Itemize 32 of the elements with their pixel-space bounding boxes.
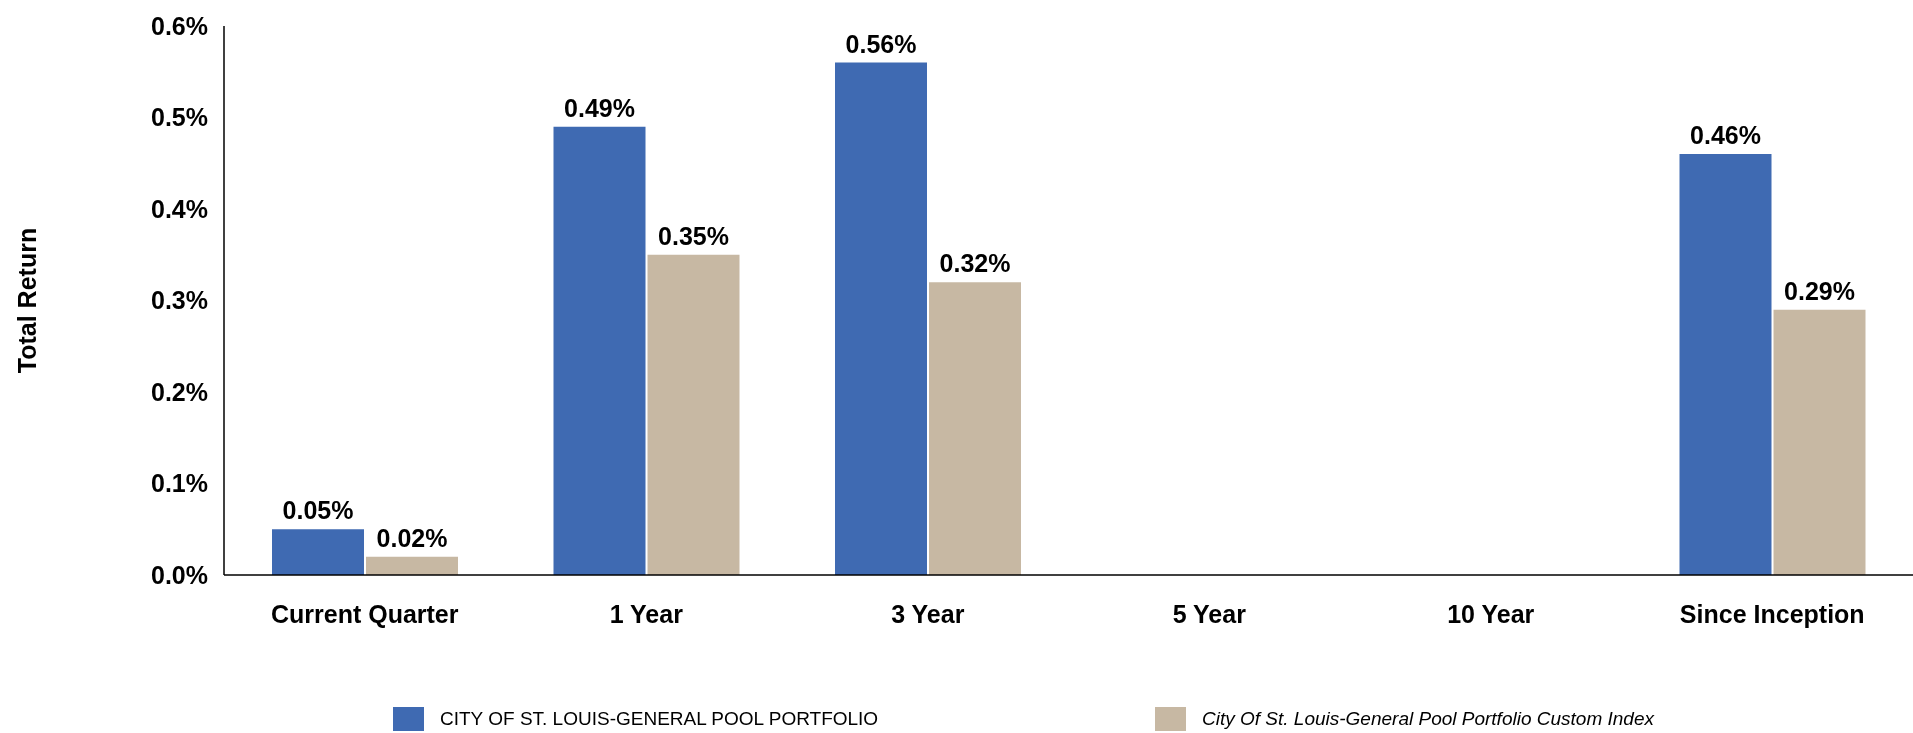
x-tick-label: 5 Year bbox=[1172, 599, 1247, 628]
bar bbox=[1679, 154, 1772, 575]
bar bbox=[553, 126, 646, 575]
data-label: 0.56% bbox=[845, 29, 917, 58]
bar bbox=[272, 529, 364, 575]
bar bbox=[366, 556, 458, 575]
data-label: 0.29% bbox=[1784, 276, 1855, 305]
legend-label: City Of St. Louis-General Pool Portfolio Custom Index bbox=[1202, 708, 1654, 730]
data-label: 0.49% bbox=[564, 93, 635, 122]
y-axis-title: Total Return bbox=[12, 227, 41, 374]
bar bbox=[647, 254, 740, 575]
x-tick-label: 3 Year bbox=[891, 599, 965, 628]
y-tick-label: 0.5% bbox=[151, 103, 208, 132]
legend-label: CITY OF ST. LOUIS-GENERAL POOL PORTFOLIO bbox=[440, 708, 879, 730]
x-tick-label: 10 Year bbox=[1447, 599, 1535, 628]
data-label: 0.05% bbox=[282, 496, 354, 525]
data-label: 0.32% bbox=[939, 249, 1011, 278]
x-tick-label: 1 Year bbox=[609, 599, 684, 628]
x-tick-label: Current Quarter bbox=[270, 599, 459, 628]
x-tick-label: Since Inception bbox=[1679, 599, 1865, 628]
y-tick-label: 0.4% bbox=[151, 194, 208, 223]
y-tick-label: 0.6% bbox=[151, 11, 208, 40]
y-tick-label: 0.1% bbox=[151, 469, 208, 498]
bar bbox=[1773, 309, 1866, 575]
bar bbox=[929, 282, 1021, 575]
data-label: 0.46% bbox=[1690, 121, 1761, 150]
data-label: 0.35% bbox=[658, 221, 729, 250]
y-tick-label: 0.3% bbox=[151, 286, 208, 315]
data-label: 0.02% bbox=[376, 523, 448, 552]
bar bbox=[835, 62, 927, 575]
y-tick-label: 0.2% bbox=[151, 377, 208, 406]
y-tick-label: 0.0% bbox=[151, 560, 208, 589]
